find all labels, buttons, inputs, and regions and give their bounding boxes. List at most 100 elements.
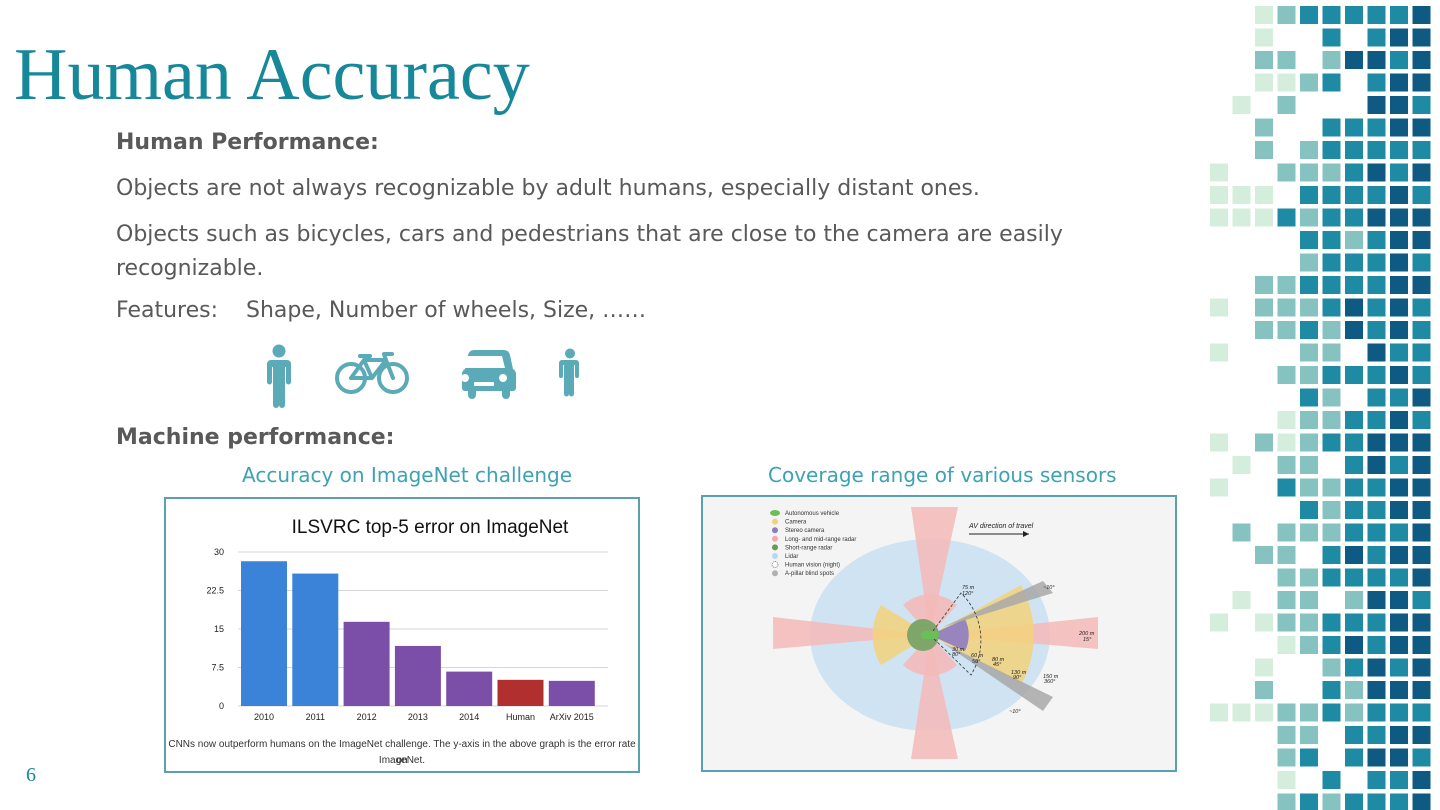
mosaic-tile [1345, 163, 1363, 182]
mosaic-tile [1322, 276, 1341, 294]
mosaic-tile [1345, 433, 1363, 452]
mosaic-tile [1390, 28, 1408, 47]
mosaic-tile [1345, 658, 1363, 677]
mosaic-tile [1367, 501, 1386, 519]
mosaic-tile [1255, 433, 1273, 452]
mosaic-tile [1277, 703, 1296, 722]
mosaic-tile [1367, 388, 1386, 407]
mosaic-tile [1300, 748, 1318, 767]
mosaic-tile [1412, 771, 1431, 789]
mosaic-tile [1277, 568, 1296, 587]
mosaic-tile [1322, 321, 1341, 339]
mosaic-tile [1232, 186, 1251, 204]
mosaic-tile [1322, 703, 1341, 722]
x-tick-label: 2013 [408, 712, 428, 722]
mosaic-tile [1255, 186, 1273, 204]
mosaic-tile [1367, 636, 1386, 654]
range-label: 130 m [1011, 670, 1027, 676]
slide-title: Human Accuracy [14, 34, 530, 116]
mosaic-tile [1345, 591, 1363, 609]
mosaic-tile [1300, 388, 1318, 407]
legend-label: A-pillar blind spots [785, 571, 834, 577]
mosaic-tile [1277, 321, 1296, 339]
features-label: Features: [116, 298, 219, 323]
legend-label: Lidar [785, 554, 798, 560]
legend-label: Camera [785, 520, 807, 526]
x-tick-label: 2014 [459, 712, 479, 722]
range-label: 90° [1013, 675, 1022, 681]
mosaic-tile [1210, 186, 1228, 204]
mosaic-tile [1367, 658, 1386, 677]
mosaic-tile [1322, 51, 1341, 69]
mosaic-tile [1322, 253, 1341, 272]
legend-label: Autonomous vehicle [785, 511, 840, 517]
mosaic-tile [1232, 208, 1251, 227]
mosaic-tile [1277, 6, 1296, 24]
mosaic-tile [1322, 141, 1341, 159]
mosaic-tile [1255, 658, 1273, 677]
mosaic-tile [1367, 276, 1386, 294]
mosaic-tile [1300, 726, 1318, 744]
mosaic-tile [1277, 726, 1296, 744]
mosaic-tile [1367, 478, 1386, 497]
chart-title: ILSVRC top-5 error on ImageNet [292, 517, 569, 538]
mosaic-tile [1412, 118, 1431, 137]
mosaic-tile [1255, 546, 1273, 564]
mosaic-tile [1390, 51, 1408, 69]
mosaic-tile [1300, 523, 1318, 542]
y-tick-label: 15 [214, 624, 224, 634]
mosaic-tile [1277, 771, 1296, 789]
bar-2012 [343, 621, 390, 706]
mosaic-tile [1412, 591, 1431, 609]
mosaic-tile [1345, 231, 1363, 249]
mosaic-tile [1390, 433, 1408, 452]
range-label: 200 m [1078, 631, 1095, 637]
mosaic-tile [1277, 478, 1296, 497]
mosaic-tile [1412, 681, 1431, 699]
legend-swatch [772, 544, 778, 551]
legend-label: Long- and mid-range radar [785, 537, 856, 543]
mosaic-tile [1367, 321, 1386, 339]
mosaic-tile [1390, 591, 1408, 609]
y-tick-label: 22.5 [206, 586, 224, 596]
mosaic-tile [1322, 118, 1341, 137]
mosaic-tile [1322, 433, 1341, 452]
mosaic-tile [1345, 253, 1363, 272]
range-label: 120° [962, 591, 974, 597]
mosaic-tile [1412, 703, 1431, 722]
mosaic-tile [1345, 208, 1363, 227]
mosaic-tile [1322, 793, 1341, 810]
mosaic-tile [1345, 366, 1363, 384]
mosaic-tile [1412, 433, 1431, 452]
mosaic-tile [1345, 456, 1363, 474]
mosaic-tile [1390, 388, 1408, 407]
mosaic-tile [1367, 748, 1386, 767]
mosaic-tile [1412, 6, 1431, 24]
mosaic-tile [1322, 343, 1341, 362]
mosaic-tile [1367, 681, 1386, 699]
direction-arrowhead [1023, 531, 1029, 537]
mosaic-tile [1412, 568, 1431, 587]
imagenet-bar-chart: ILSVRC top-5 error on ImageNet 2010 2011 2… [206, 517, 608, 722]
mosaic-tile [1322, 501, 1341, 519]
mosaic-tile [1300, 456, 1318, 474]
mosaic-tile [1345, 141, 1363, 159]
decorative-mosaic [1210, 6, 1431, 810]
mosaic-tile [1390, 681, 1408, 699]
range-label: ~10° [1043, 585, 1055, 591]
mosaic-tile [1277, 636, 1296, 654]
mosaic-tile [1390, 546, 1408, 564]
mosaic-tile [1412, 343, 1431, 362]
mosaic-tile [1390, 343, 1408, 362]
mosaic-tile [1277, 793, 1296, 810]
bar-2010 [241, 561, 287, 706]
mosaic-tile [1300, 276, 1318, 294]
mosaic-tile [1390, 456, 1408, 474]
mosaic-tile [1390, 163, 1408, 182]
mosaic-tile [1390, 366, 1408, 384]
chart-caption: Accuracy on ImageNet challenge [242, 463, 573, 487]
mosaic-tile [1322, 366, 1341, 384]
mosaic-tile [1345, 636, 1363, 654]
mosaic-tile [1255, 613, 1273, 632]
mosaic-tile [1255, 703, 1273, 722]
